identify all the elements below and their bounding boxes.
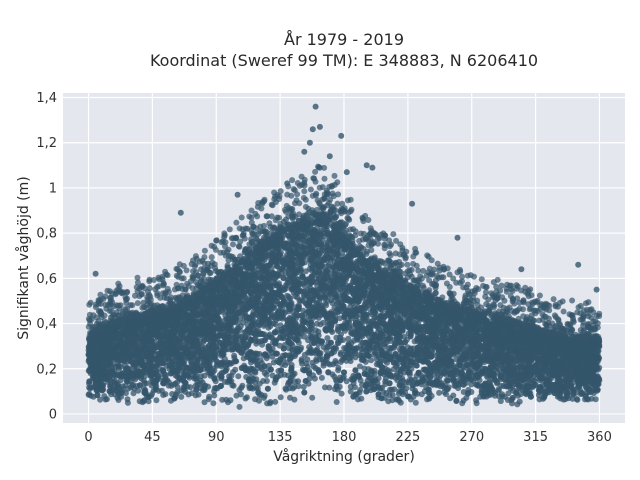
scatter-point	[211, 392, 218, 399]
scatter-point	[356, 363, 363, 370]
scatter-point	[355, 396, 361, 403]
scatter-point	[243, 394, 250, 401]
scatter-point	[360, 262, 367, 269]
scatter-point	[287, 394, 293, 401]
scatter-point	[447, 329, 453, 336]
scatter-point	[463, 394, 470, 401]
scatter-point	[97, 396, 104, 403]
scatter-point	[274, 350, 281, 357]
scatter-point	[333, 399, 340, 405]
scatter-point	[219, 396, 226, 403]
scatter-point	[302, 268, 309, 275]
scatter-point	[374, 341, 381, 348]
scatter-point	[328, 297, 335, 304]
scatter-point	[130, 390, 137, 397]
scatter-point	[326, 384, 333, 391]
scatter-point	[347, 388, 354, 395]
chart-title-line2: Koordinat (Sweref 99 TM): E 348883, N 62…	[150, 51, 538, 70]
scatter-point	[401, 339, 408, 346]
scatter-point	[178, 387, 185, 394]
scatter-point	[574, 396, 581, 403]
scatter-point	[201, 399, 208, 406]
chart-title-line1: År 1979 - 2019	[284, 30, 404, 49]
scatter-point	[318, 374, 325, 381]
scatter-point	[320, 319, 327, 326]
scatter-point	[252, 379, 259, 386]
scatter-point	[230, 382, 237, 389]
scatter-point	[345, 335, 352, 342]
scatter-point	[460, 389, 467, 395]
scatter-points	[85, 103, 603, 410]
scatter-point	[389, 392, 396, 398]
scatter-point	[424, 396, 431, 403]
scatter-point	[231, 334, 238, 341]
scatter-point	[397, 399, 404, 406]
scatter-point	[394, 377, 401, 384]
scatter-point	[300, 383, 307, 390]
scatter-point	[101, 393, 108, 400]
scatter-point	[436, 389, 443, 396]
scatter-point	[269, 372, 276, 379]
